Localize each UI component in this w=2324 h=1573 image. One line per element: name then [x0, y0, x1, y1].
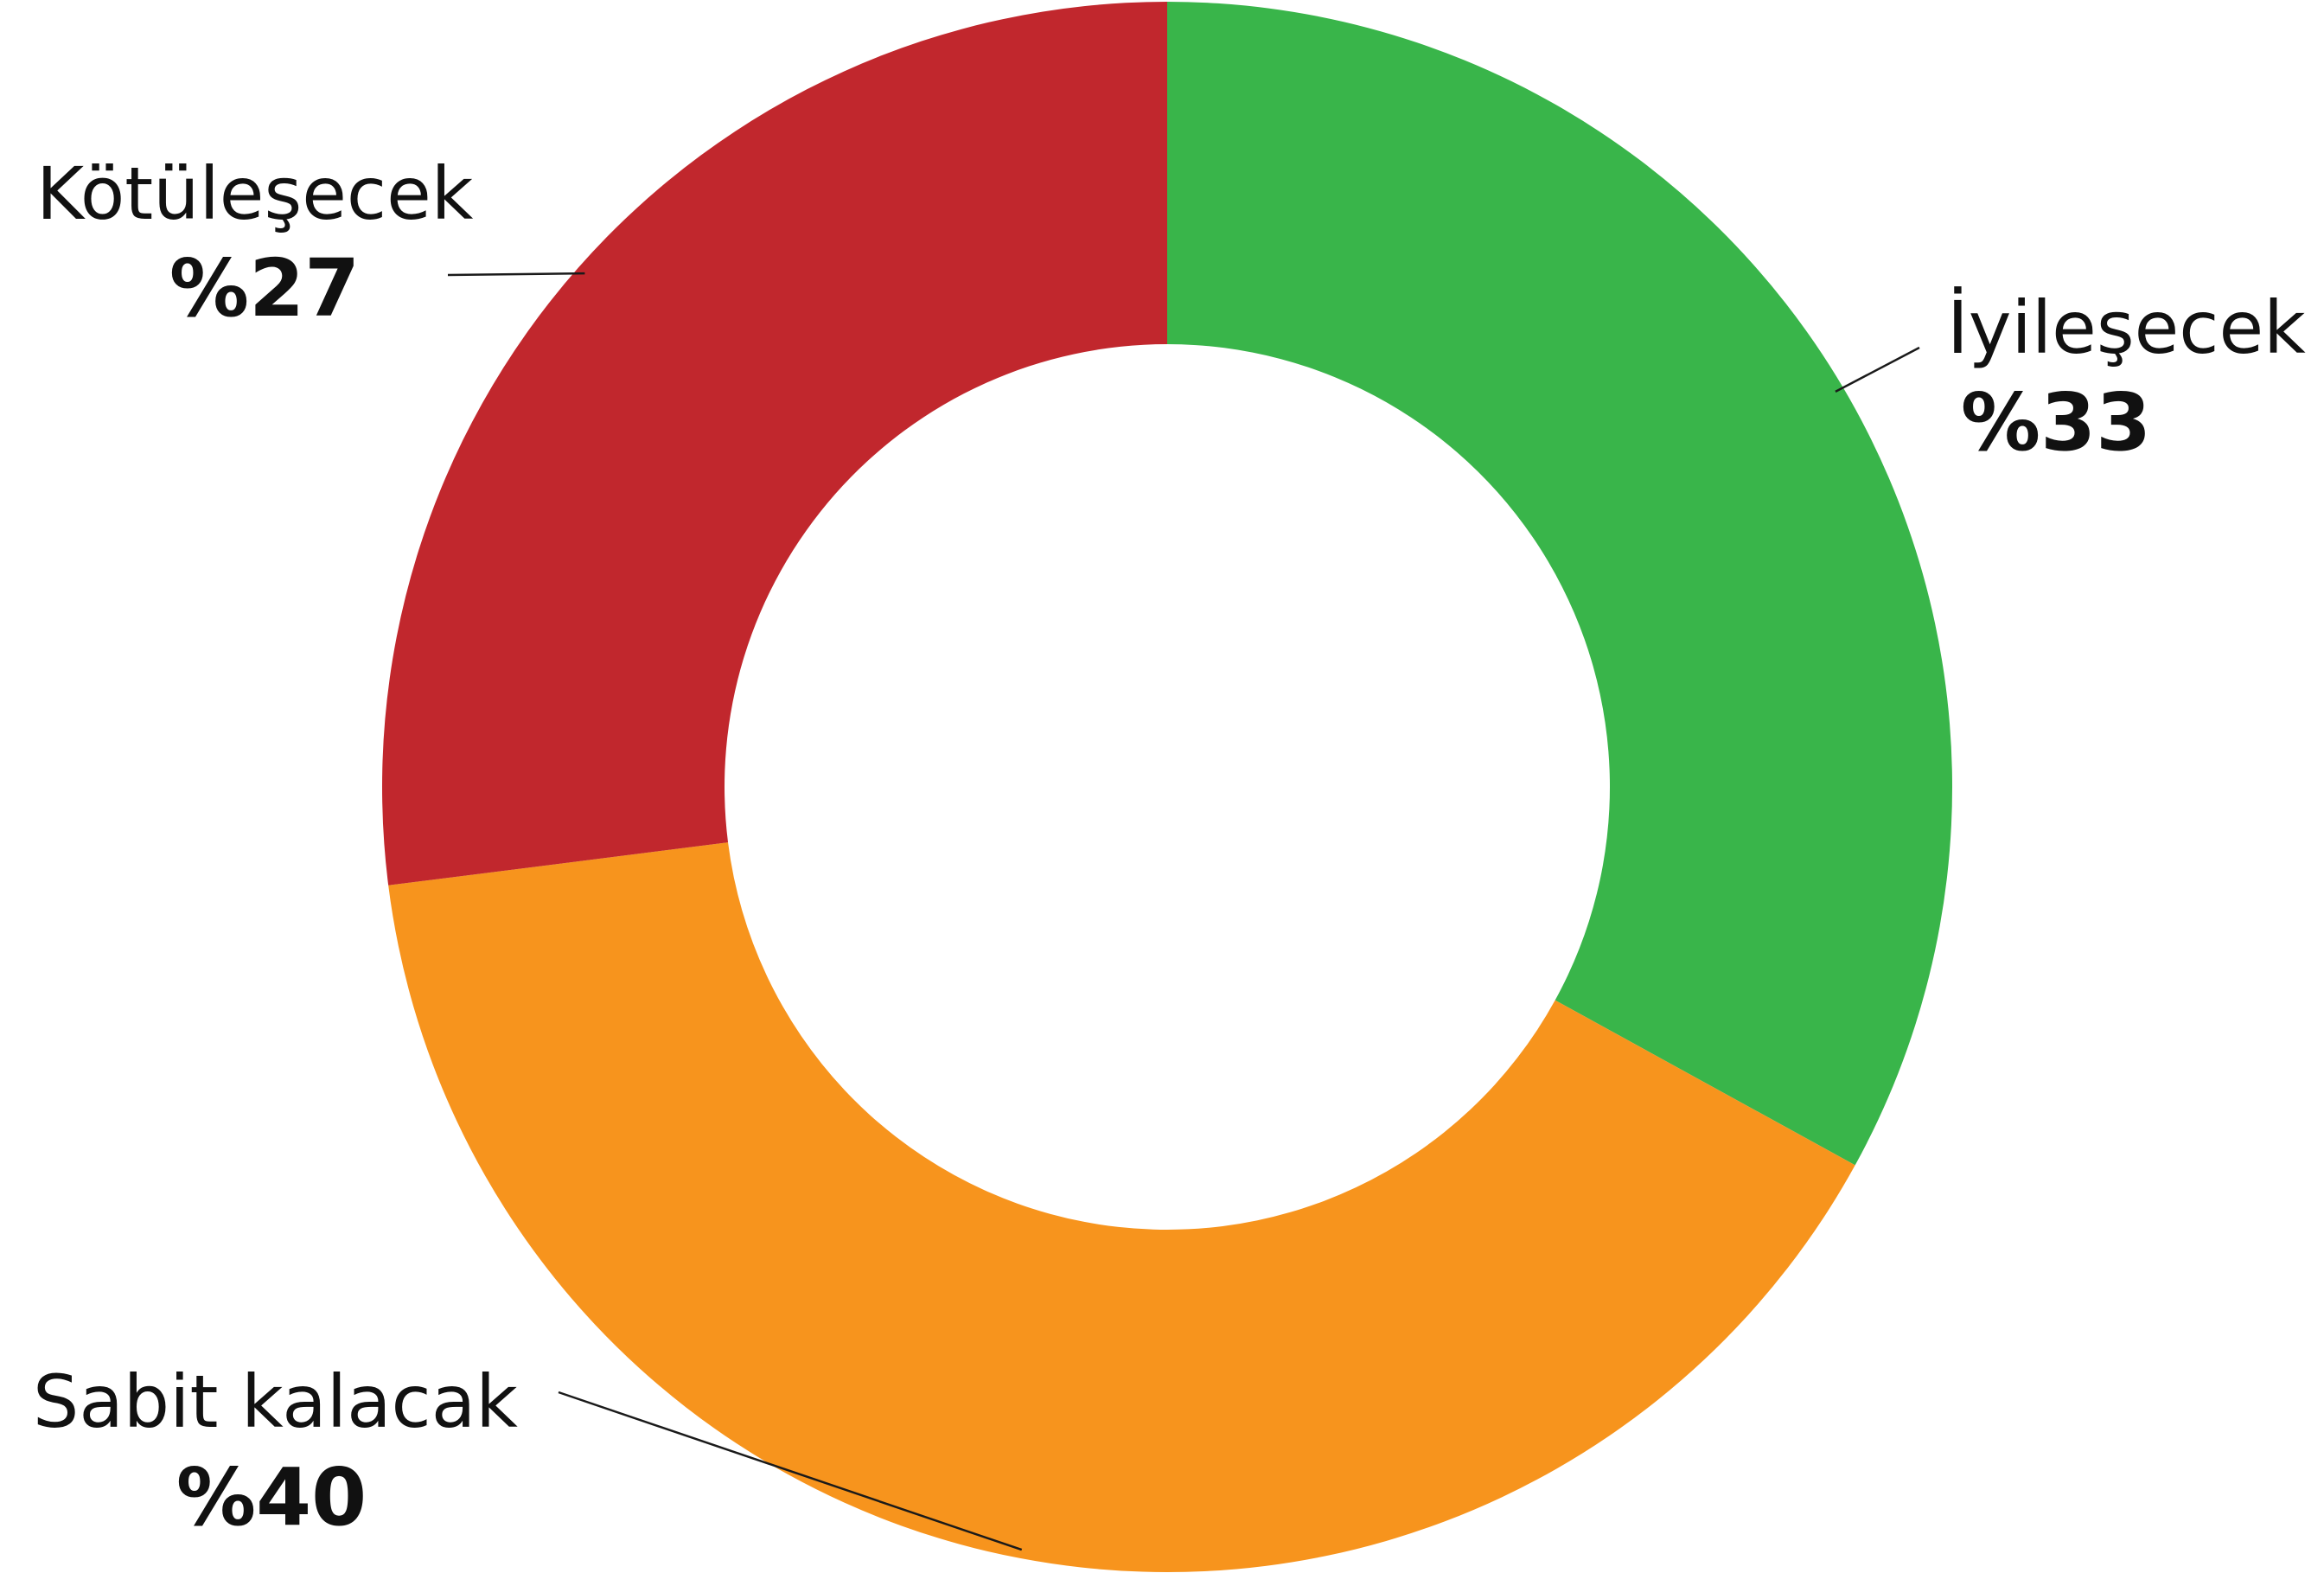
slices-layer: [381, 2, 1953, 1572]
slice-value-sabit-kalacak: %40: [176, 1451, 367, 1544]
slice-label-kotulesecek: Kötüleşecek: [36, 151, 474, 236]
slice-value-iyilesecek: %33: [1961, 376, 2151, 469]
slice-sabit-kalacak: [388, 842, 1855, 1572]
slice-label-iyilesecek: İyileşecek: [1947, 285, 2306, 370]
leader-line-sabit-kalacak: [558, 1391, 1023, 1551]
slice-value-kotulesecek: %27: [169, 242, 360, 335]
slice-iyilesecek: [1167, 2, 1953, 1166]
leader-line-iyilesecek: [1835, 346, 1920, 393]
leader-line-kotulesecek: [447, 272, 585, 277]
slice-kotulesecek: [381, 2, 1167, 886]
leaders-layer: [447, 272, 1920, 1551]
slice-label-sabit-kalacak: Sabit kalacak: [33, 1359, 518, 1444]
